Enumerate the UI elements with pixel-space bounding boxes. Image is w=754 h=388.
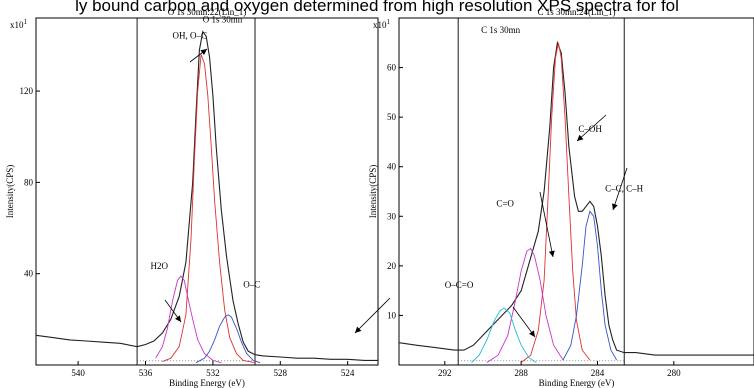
y-tick-label: 40 — [24, 269, 34, 279]
peak-label: C 1s 30mn — [481, 25, 521, 35]
peak-label: C–C, C–H — [605, 184, 644, 194]
y-multiplier: x101 — [10, 18, 28, 30]
y-tick-label: 30 — [387, 211, 397, 221]
x-tick-label: 284 — [591, 368, 605, 378]
fit-component-line — [520, 42, 591, 363]
fit-component-line — [486, 247, 564, 363]
annotation-arrow-head — [200, 49, 207, 56]
annotation-arrow-head — [175, 315, 181, 322]
y-tick-label: 80 — [24, 177, 34, 187]
x-axis-label: Binding Energy (eV) — [169, 378, 245, 388]
y-tick-label: 10 — [387, 310, 397, 320]
y-tick-label: 50 — [387, 112, 397, 122]
x-tick-label: 288 — [514, 368, 528, 378]
chart-panel-1: O 1s 30mn:22(Lin_1) x101 540 536 532 528 524 40… — [5, 7, 391, 388]
x-tick-label: 528 — [274, 368, 288, 378]
annotation-arrow-line — [612, 167, 628, 211]
plot-series-group — [36, 30, 378, 364]
peak-label: O 1s 30mn — [203, 15, 243, 25]
peak-label: H2O — [151, 261, 169, 271]
y-axis-label: Intensity(CPS) — [5, 165, 15, 219]
x-axis-label: Binding Energy (eV) — [539, 378, 615, 388]
chart-panel-2: C 1s 30mn:24(Lin_1) x101 292 288 284 280 10 20 3… — [368, 7, 754, 388]
y-multiplier: x101 — [373, 18, 391, 30]
y-tick-label: 20 — [387, 261, 397, 271]
chart-title: C 1s 30mn:24(Lin_1) — [538, 7, 616, 17]
fit-component-line — [195, 314, 261, 364]
fit-component-line — [162, 54, 256, 364]
spectrum-line — [399, 40, 754, 356]
annotation-arrow-line — [576, 114, 607, 142]
x-tick-label: 536 — [139, 368, 153, 378]
x-tick-label: 532 — [206, 368, 220, 378]
x-tick-label: 540 — [71, 368, 85, 378]
y-axis-label: Intensity(CPS) — [368, 165, 378, 219]
plot-frame — [35, 17, 379, 366]
annotation-arrow-head — [612, 203, 618, 210]
plot-series-group — [399, 40, 754, 363]
fit-component-line — [471, 307, 537, 363]
peak-label: OH, O–C — [172, 31, 207, 41]
peak-label: C=O — [496, 198, 514, 208]
fit-component-line — [155, 275, 222, 364]
chart-title: O 1s 30mn:22(Lin_1) — [168, 7, 247, 17]
annotation-arrow-head — [355, 326, 362, 333]
figure-caption: ly bound carbon and oxygen determined fr… — [75, 0, 679, 15]
annotation-arrow-head — [548, 250, 555, 257]
x-tick-label: 524 — [341, 368, 355, 378]
y-tick-label: 40 — [387, 162, 397, 172]
peak-label: O–C — [243, 279, 260, 289]
annotation-arrow-line — [354, 297, 391, 334]
spectrum-line — [36, 30, 378, 361]
x-tick-label: 280 — [667, 368, 681, 378]
annotation-arrow-head — [529, 330, 535, 337]
annotation-arrow-head — [577, 134, 584, 141]
annotation-arrow-line — [539, 191, 554, 258]
peak-label: O–C=O — [445, 280, 474, 290]
y-tick-label: 120 — [20, 86, 34, 96]
fit-component-line — [562, 210, 617, 361]
y-tick-label: 60 — [387, 63, 397, 73]
annotation-arrow-line — [512, 306, 536, 338]
x-tick-label: 292 — [438, 368, 452, 378]
plot-frame — [398, 17, 754, 366]
